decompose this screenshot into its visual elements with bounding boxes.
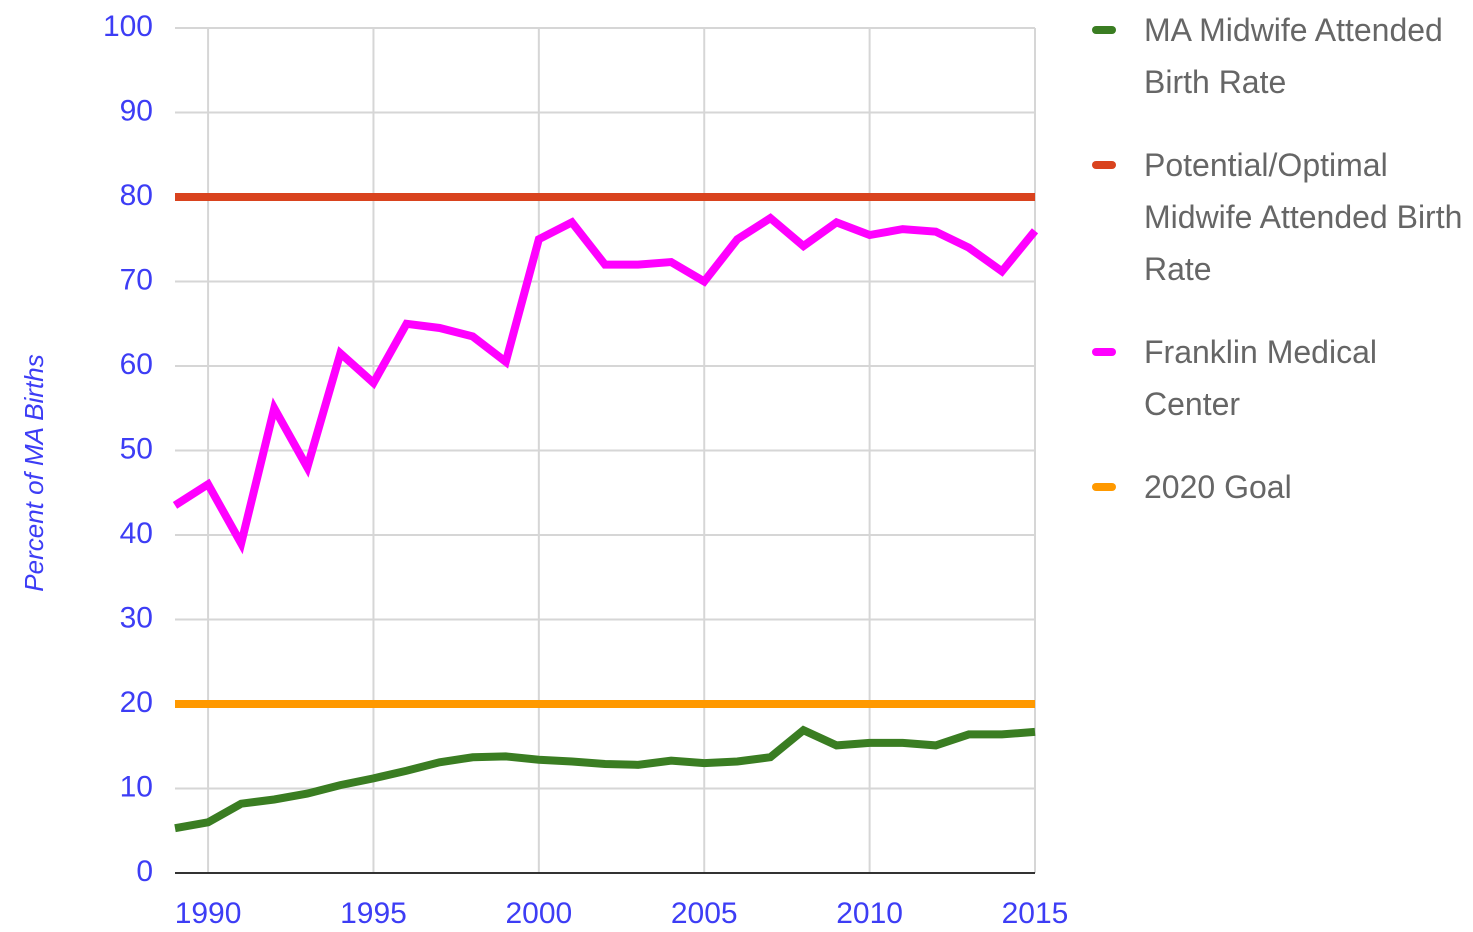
x-tick-label: 2010	[836, 897, 903, 930]
legend-item: Franklin Medical Center	[1092, 326, 1470, 430]
series-line	[172, 213, 1039, 555]
y-tick-label: 40	[120, 517, 153, 550]
y-tick-label: 90	[120, 94, 153, 127]
x-tick-label: 1995	[340, 897, 407, 930]
legend-swatch	[1092, 161, 1116, 169]
x-tick-label: 2015	[1002, 897, 1069, 930]
y-tick-label: 50	[120, 432, 153, 465]
legend-label: 2020 Goal	[1144, 469, 1292, 505]
legend-swatch	[1092, 348, 1116, 356]
chart: Percent of MA Births 0 10 20 30 40 50 60 70 80 90…	[19, 10, 1069, 930]
legend: MA Midwife Attended Birth Rate Potential/…	[1092, 4, 1470, 544]
legend-label: MA Midwife Attended Birth Rate	[1144, 12, 1443, 100]
legend-label: Potential/Optimal Midwife Attended Birth…	[1144, 147, 1463, 287]
y-tick-label: 70	[120, 263, 153, 296]
y-tick-label: 100	[103, 10, 153, 43]
y-axis-title: Percent of MA Births	[19, 354, 49, 591]
y-tick-label: 80	[120, 179, 153, 212]
legend-item: Potential/Optimal Midwife Attended Birth…	[1092, 139, 1470, 295]
series-line	[174, 725, 1036, 833]
legend-swatch	[1092, 26, 1116, 34]
legend-item: 2020 Goal	[1092, 461, 1470, 513]
y-tick-label: 60	[120, 348, 153, 381]
y-tick-label: 20	[120, 686, 153, 719]
y-tick-label: 0	[136, 855, 153, 888]
y-tick-label: 30	[120, 601, 153, 634]
x-tick-label: 2000	[505, 897, 572, 930]
x-tick-label: 1990	[175, 897, 242, 930]
legend-label: Franklin Medical Center	[1144, 334, 1377, 422]
x-tick-label: 2005	[671, 897, 738, 930]
legend-swatch	[1092, 483, 1116, 491]
y-tick-label: 10	[120, 770, 153, 803]
legend-item: MA Midwife Attended Birth Rate	[1092, 4, 1470, 108]
